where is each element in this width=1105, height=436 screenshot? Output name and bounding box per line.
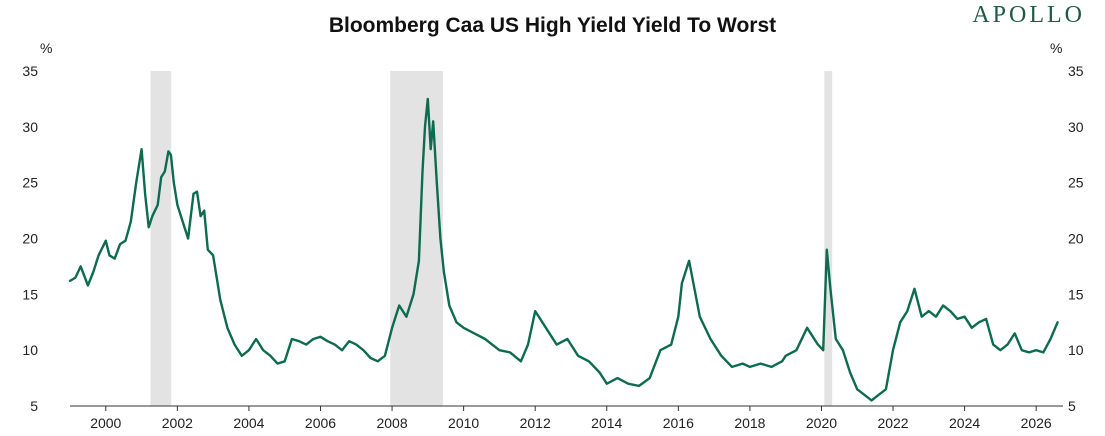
x-tick-label: 2004 [233,415,264,431]
y-tick-label-right: 5 [1068,398,1076,414]
y-tick-label-right: 30 [1068,119,1084,135]
left-axis-unit: % [40,40,53,56]
y-tick-label-left: 20 [22,231,38,247]
recession-band-0 [150,71,172,406]
x-tick-label: 2000 [90,415,121,431]
x-tick-label: 2022 [877,415,908,431]
series-line-0 [68,97,1059,402]
recession-band-1 [390,71,443,406]
y-tick-label-right: 20 [1068,231,1084,247]
x-tick-label: 2026 [1021,415,1052,431]
apollo-logo: APOLLO [972,2,1085,28]
y-tick-label-left: 15 [22,286,38,302]
y-tick-label-right: 10 [1068,342,1084,358]
recession-band-2 [824,71,833,406]
series-lines [68,97,1059,402]
y-tick-label-right: 25 [1068,175,1084,191]
x-tick-label: 2024 [949,415,980,431]
x-tick-label: 2012 [520,415,551,431]
y-tick-label-left: 10 [22,342,38,358]
y-tick-label-left: 30 [22,119,38,135]
x-tick-label: 2020 [806,415,837,431]
y-tick-label-left: 25 [22,175,38,191]
y-tick-label-left: 35 [22,63,38,79]
x-tick-label: 2010 [448,415,479,431]
chart-title: Bloomberg Caa US High Yield Yield To Wor… [328,14,777,37]
y-tick-label-right: 35 [1068,63,1084,79]
recession-bands [150,71,833,406]
right-axis-unit: % [1050,40,1063,56]
x-tick-label: 2002 [162,415,193,431]
y-tick-label-right: 15 [1068,286,1084,302]
x-tick-label: 2006 [305,415,336,431]
x-tick-label: 2016 [663,415,694,431]
x-tick-label: 2018 [734,415,765,431]
x-tick-label: 2008 [376,415,407,431]
y-tick-label-left: 5 [30,398,38,414]
x-tick-label: 2014 [591,415,622,431]
